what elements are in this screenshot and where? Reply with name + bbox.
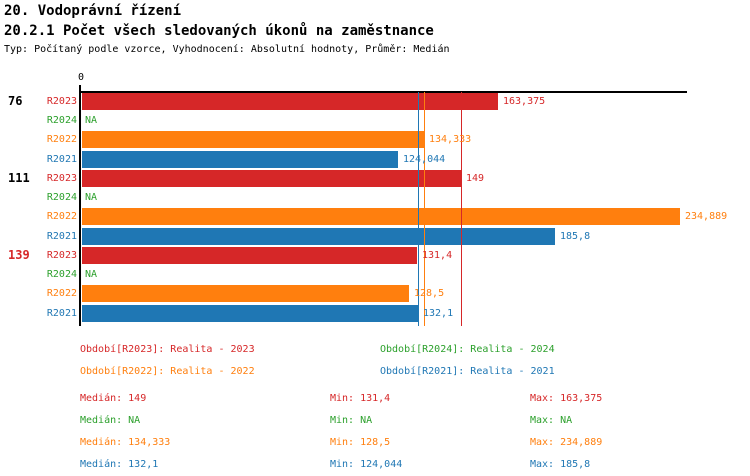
stat-max: Max: 163,375 — [530, 393, 603, 404]
series-label-r2024: R2024 — [46, 192, 77, 203]
bar-r2022[interactable] — [82, 285, 409, 302]
stat-max: Max: NA — [530, 415, 573, 426]
page-meta: Typ: Počítaný podle vzorce, Vyhodnocení:… — [4, 44, 450, 55]
legend-item: Období[R2022]: Realita - 2022 — [80, 366, 255, 377]
bar-r2021[interactable] — [82, 151, 398, 168]
median-line-r2022 — [424, 92, 425, 326]
stat-min: Min: 131,4 — [330, 393, 391, 404]
series-label-r2021: R2021 — [46, 231, 77, 242]
series-label-r2023: R2023 — [46, 173, 77, 184]
bar-r2021[interactable] — [82, 228, 555, 245]
series-label-r2024: R2024 — [46, 269, 77, 280]
bar-r2023[interactable] — [82, 93, 498, 110]
bar-value-label: 163,375 — [503, 96, 546, 107]
bar-value-label: 149 — [466, 173, 485, 184]
bar-value-label-na: NA — [85, 115, 98, 126]
bar-value-label: 128,5 — [414, 288, 445, 299]
stat-min: Min: NA — [330, 415, 373, 426]
group-label: 139 — [8, 248, 30, 262]
page-subtitle: 20.2.1 Počet všech sledovaných úkonů na … — [4, 23, 434, 39]
bar-value-label: 132,1 — [423, 308, 454, 319]
series-label-r2021: R2021 — [46, 154, 77, 165]
bar-r2021[interactable] — [82, 305, 418, 322]
bar-value-label-na: NA — [85, 192, 98, 203]
x-axis-line — [80, 91, 687, 93]
stat-median: Medián: 149 — [80, 393, 147, 404]
bar-r2023[interactable] — [82, 170, 461, 187]
bar-r2022[interactable] — [82, 131, 424, 148]
stat-median: Medián: 132,1 — [80, 459, 159, 470]
bar-value-label: 131,4 — [422, 250, 453, 261]
legend-item: Období[R2023]: Realita - 2023 — [80, 344, 255, 355]
stat-max: Max: 185,8 — [530, 459, 591, 470]
bar-r2023[interactable] — [82, 247, 417, 264]
bar-value-label: 134,333 — [429, 134, 472, 145]
bar-value-label: 124,044 — [403, 154, 446, 165]
bar-r2022[interactable] — [82, 208, 680, 225]
group-label: 111 — [8, 171, 30, 185]
series-label-r2022: R2022 — [46, 211, 77, 222]
stat-median: Medián: 134,333 — [80, 437, 171, 448]
legend-item: Období[R2021]: Realita - 2021 — [380, 366, 555, 377]
stat-median: Medián: NA — [80, 415, 141, 426]
page-title: 20. Vodoprávní řízení — [4, 3, 182, 19]
median-line-r2021 — [418, 92, 419, 326]
bar-value-label-na: NA — [85, 269, 98, 280]
series-label-r2022: R2022 — [46, 288, 77, 299]
series-label-r2021: R2021 — [46, 308, 77, 319]
stat-max: Max: 234,889 — [530, 437, 603, 448]
y-axis-line — [79, 85, 81, 326]
series-label-r2023: R2023 — [46, 250, 77, 261]
series-label-r2023: R2023 — [46, 96, 77, 107]
bar-value-label: 185,8 — [560, 231, 591, 242]
bar-value-label: 234,889 — [685, 211, 728, 222]
series-label-r2022: R2022 — [46, 134, 77, 145]
group-label: 76 — [8, 94, 23, 108]
stat-min: Min: 124,044 — [330, 459, 403, 470]
x-axis-origin-label: 0 — [77, 72, 85, 83]
median-line-r2023 — [461, 92, 462, 326]
series-label-r2024: R2024 — [46, 115, 77, 126]
stat-min: Min: 128,5 — [330, 437, 391, 448]
legend-item: Období[R2024]: Realita - 2024 — [380, 344, 555, 355]
